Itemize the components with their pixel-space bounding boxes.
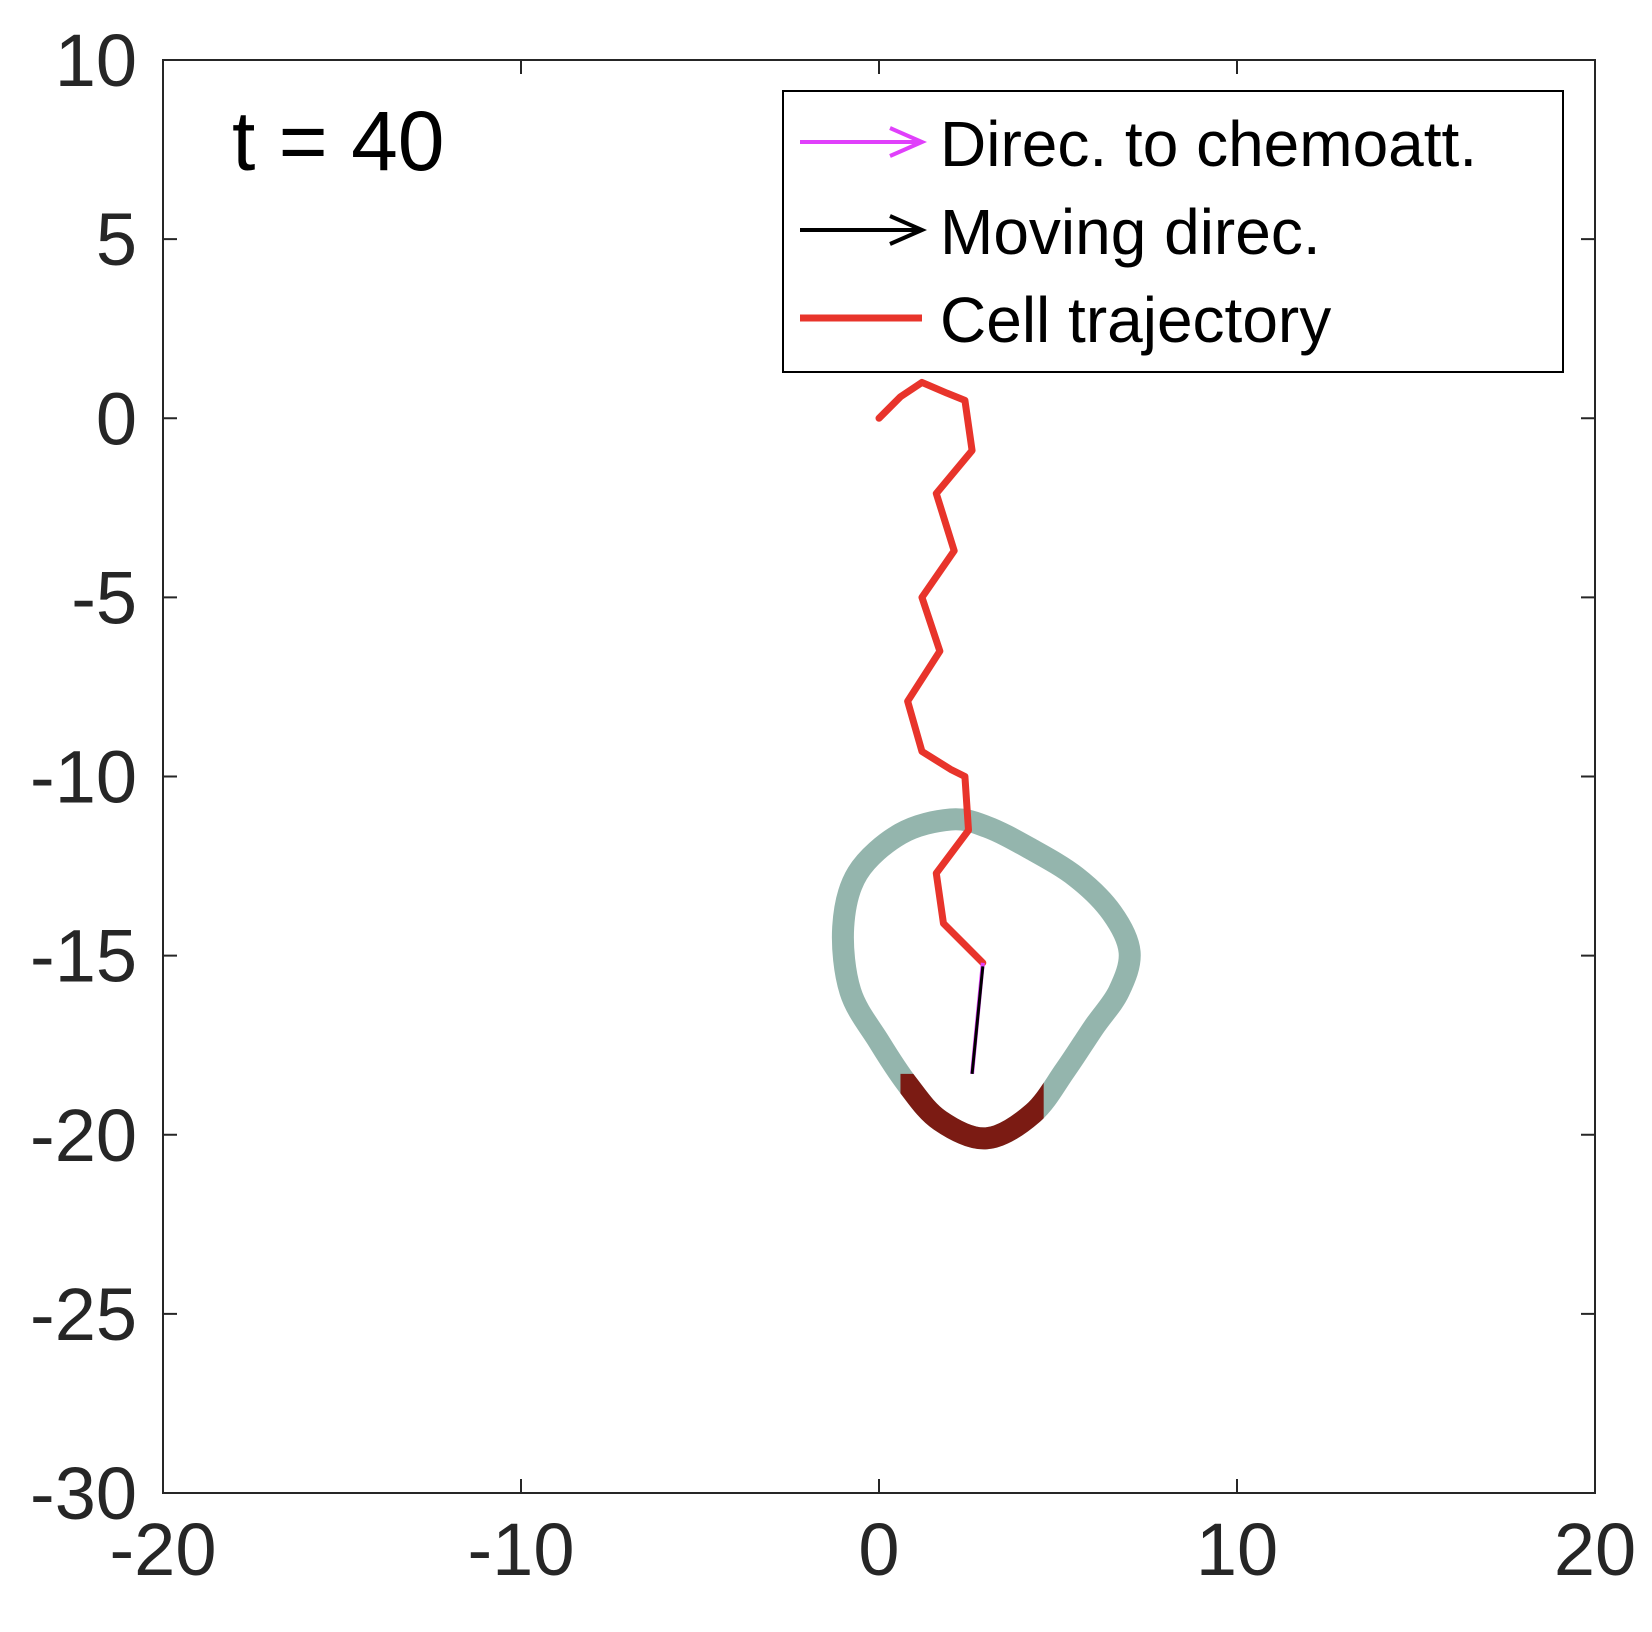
moving-direction-arrow [970,966,985,1074]
x-tick-label: 0 [858,1508,899,1591]
time-annotation: t = 40 [232,94,445,188]
trajectory-layer [875,378,987,967]
cell-front [900,1073,1044,1150]
x-tick-label: -20 [110,1508,217,1591]
y-tick-label: 0 [96,377,137,460]
legend-label: Cell trajectory [940,284,1331,356]
y-tick-label: 5 [96,198,137,281]
legend-arrow-head [889,214,927,246]
cell-boundary [831,808,1141,1150]
legend-label: Direc. to chemoatt. [940,108,1477,180]
legend-arrow-head [889,126,927,158]
y-tick-label: -10 [30,736,137,819]
y-tick-label: -30 [30,1452,137,1535]
x-tick-label: -10 [468,1508,575,1591]
x-tick-label: 20 [1554,1508,1636,1591]
y-tick-label: 10 [55,19,137,102]
cell-trajectory-line [875,378,987,967]
y-tick-label: -15 [30,915,137,998]
y-tick-label: -5 [71,556,137,639]
legend: Direc. to chemoatt. Moving direc. Cell tra… [782,90,1564,373]
axis-ticks: -20 -10 0 10 20 10 5 0 -5 -10 -15 -20 -25 -30 [30,19,1636,1591]
y-tick-label: -25 [30,1273,137,1356]
direction-arrows [970,962,985,1075]
legend-label: Moving direc. [940,196,1321,268]
y-tick-label: -20 [30,1094,137,1177]
x-tick-label: 10 [1196,1508,1278,1591]
